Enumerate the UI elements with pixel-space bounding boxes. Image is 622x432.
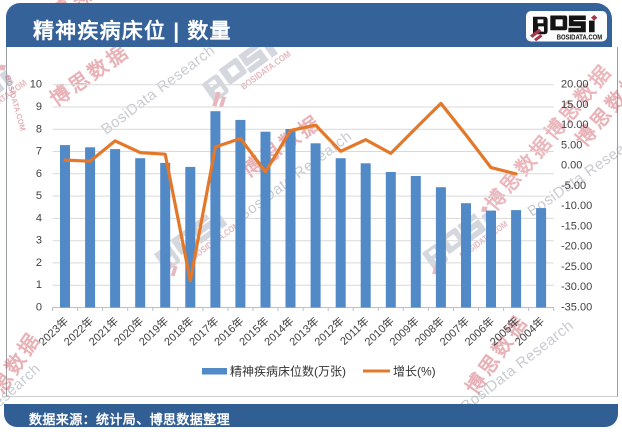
svg-text:5: 5 [36,190,42,202]
svg-text:7: 7 [36,146,42,158]
svg-text:增长(%): 增长(%) [393,365,436,379]
svg-text:5.00: 5.00 [561,140,582,152]
svg-text:-5.00: -5.00 [561,180,586,192]
svg-text:精神疾病床位数(万张): 精神疾病床位数(万张) [230,364,346,379]
svg-text:10.00: 10.00 [561,119,589,131]
svg-text:-10.00: -10.00 [561,200,592,212]
svg-text:15.00: 15.00 [561,99,589,111]
svg-text:4: 4 [36,212,42,224]
svg-text:10: 10 [30,79,42,91]
svg-text:20.00: 20.00 [561,79,589,91]
svg-text:1: 1 [36,279,42,291]
svg-text:BOSIDATA.COM: BOSIDATA.COM [557,34,603,41]
svg-text:-30.00: -30.00 [561,281,592,293]
svg-text:-20.00: -20.00 [561,241,592,253]
svg-text:2: 2 [36,257,42,269]
svg-text:0: 0 [36,302,42,314]
svg-text:0.00: 0.00 [561,160,582,172]
svg-text:3: 3 [36,235,42,247]
svg-text:-35.00: -35.00 [561,302,592,314]
svg-text:8: 8 [36,123,42,135]
svg-text:-15.00: -15.00 [561,221,592,233]
svg-text:-25.00: -25.00 [561,261,592,273]
svg-text:9: 9 [36,101,42,113]
svg-text:6: 6 [36,168,42,180]
